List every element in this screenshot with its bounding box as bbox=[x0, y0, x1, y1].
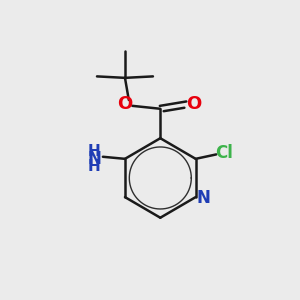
Text: Cl: Cl bbox=[215, 144, 232, 162]
Text: N: N bbox=[197, 189, 211, 207]
Text: N: N bbox=[87, 150, 101, 168]
Text: H: H bbox=[88, 144, 100, 159]
Text: O: O bbox=[187, 95, 202, 113]
Text: H: H bbox=[88, 159, 100, 174]
Text: O: O bbox=[117, 95, 133, 113]
